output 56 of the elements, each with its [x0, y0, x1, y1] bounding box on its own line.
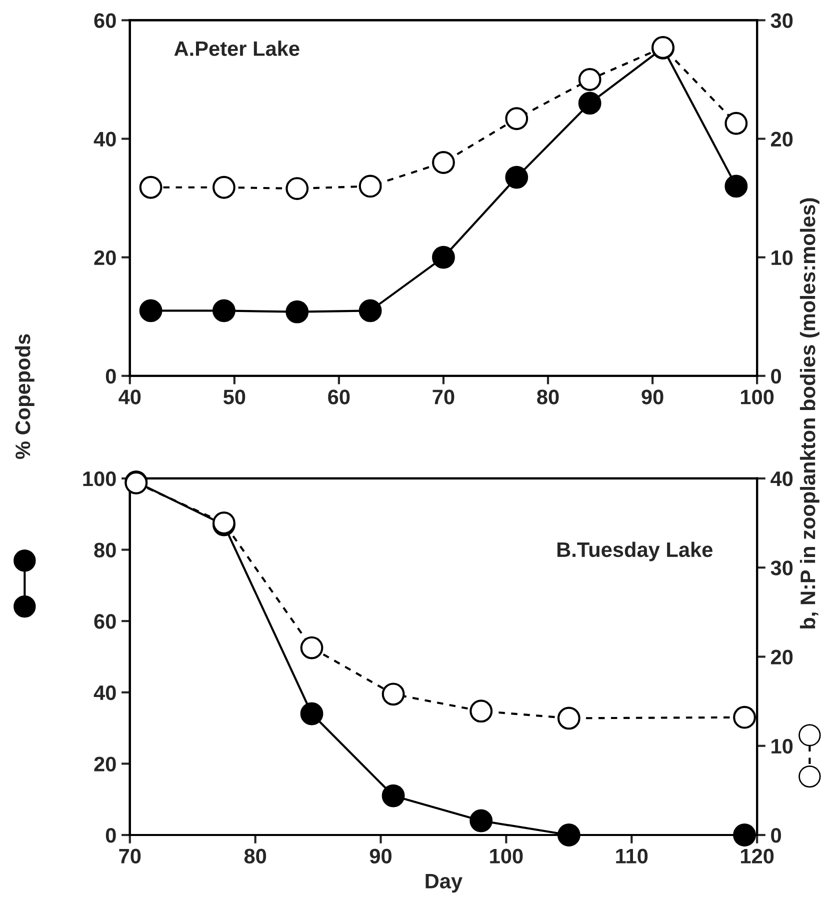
y2-tick-label: 40	[770, 471, 793, 486]
y2-tick-label: 30	[770, 13, 793, 28]
y2-tick-label: 0	[771, 368, 781, 384]
point	[382, 784, 405, 808]
x-tick-label: 50	[223, 390, 246, 404]
y-tick-label: 40	[94, 685, 116, 700]
x-tick-label: 110	[616, 848, 648, 864]
point	[432, 151, 455, 174]
x-tick-label: 60	[328, 390, 350, 404]
x-tick-label: 100	[740, 390, 774, 404]
x-tick-label: 40	[118, 390, 141, 404]
y-tick-label: 0	[106, 828, 116, 843]
y2-axis-title: b, N:P in zooplankton bodies (moles:moles)	[800, 198, 820, 628]
point	[212, 299, 236, 322]
y-tick-label: 40	[94, 132, 116, 147]
x-tick-label: 90	[642, 390, 664, 404]
y-tick-label: 60	[94, 614, 116, 629]
point	[358, 299, 382, 322]
y2-tick-label: 0	[771, 828, 781, 843]
point	[505, 107, 528, 130]
point	[733, 824, 756, 846]
y2-tick-label: 10	[772, 738, 793, 754]
x-tick-label: 70	[432, 390, 454, 404]
y-tick-label: 100	[83, 471, 116, 486]
point	[470, 809, 493, 832]
y-tick-label: 80	[94, 542, 116, 558]
x-tick-label: 80	[244, 848, 266, 864]
text: A.Peter Lake	[174, 40, 300, 56]
x-tick-label: 100	[490, 848, 523, 864]
x-tick-label: 70	[119, 848, 141, 864]
point	[286, 300, 309, 324]
y-tick-label: 0	[106, 368, 116, 384]
point	[557, 824, 580, 846]
y2-tick-label: 10	[772, 250, 793, 266]
x-axis-title: Day	[426, 874, 462, 893]
x-tick-label: 90	[370, 848, 392, 864]
y-tick-label: 60	[94, 13, 116, 28]
y2-tick-label: 20	[770, 650, 793, 664]
point	[300, 702, 324, 726]
point	[505, 166, 528, 189]
y2-tick-label: 20	[770, 132, 793, 147]
x-tick-label: 80	[537, 390, 559, 404]
point	[724, 174, 748, 198]
y2-tick-label: 30	[770, 560, 793, 576]
point	[470, 700, 493, 723]
x-tick-label: 120	[740, 848, 774, 864]
point	[432, 246, 455, 269]
y-tick-label: 20	[94, 756, 116, 772]
point	[212, 176, 236, 199]
point	[557, 706, 580, 730]
point	[286, 177, 309, 200]
point	[139, 299, 162, 322]
y-tick-label: 20	[94, 250, 116, 266]
point	[578, 92, 602, 115]
text: B.Tuesday Lake	[557, 542, 712, 562]
y-axis-title: % Copepods	[14, 334, 34, 459]
